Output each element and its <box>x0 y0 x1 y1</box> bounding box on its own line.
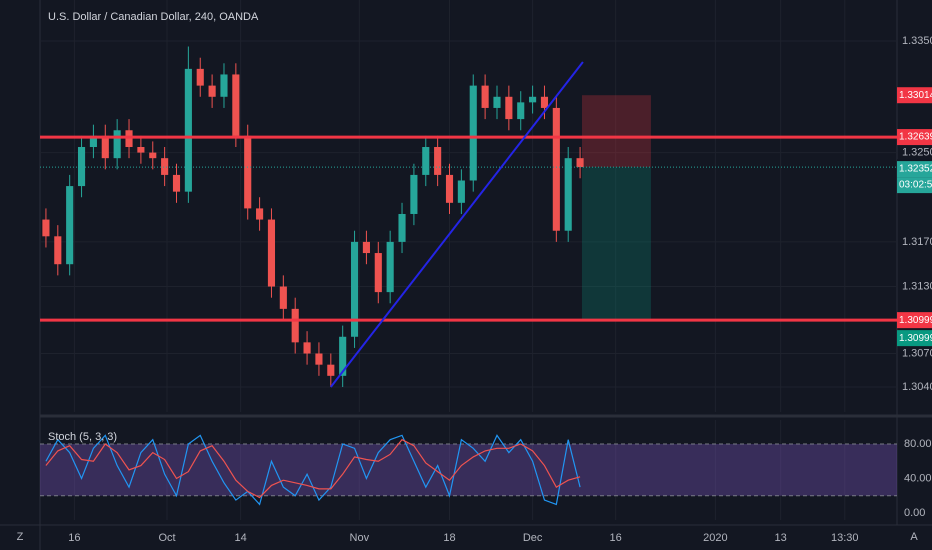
candle-body <box>362 241 370 254</box>
candle-body <box>398 213 406 242</box>
candle-body <box>66 186 74 265</box>
candle-body <box>137 147 145 153</box>
candle-body <box>196 68 204 86</box>
candle-body <box>564 158 572 231</box>
candle-body <box>457 180 465 203</box>
stoch-line <box>45 438 581 499</box>
marks <box>40 46 897 506</box>
y-tick-label: 1.30400 <box>902 381 932 393</box>
candle-body <box>386 241 394 293</box>
candle-body <box>291 308 299 343</box>
candle-body <box>101 135 109 159</box>
candle-body <box>113 130 121 159</box>
candle-body <box>517 102 525 120</box>
candle-body <box>42 219 50 237</box>
candle-body <box>410 174 418 214</box>
x-tick-label: 13 <box>775 532 787 544</box>
trendline <box>330 61 584 388</box>
candle-body <box>469 85 477 181</box>
candle-body <box>434 147 442 175</box>
candle-body <box>315 353 323 365</box>
candle-body <box>422 147 430 175</box>
candle-body <box>208 85 216 97</box>
auto-scale-button[interactable]: A <box>910 531 918 543</box>
target-zone <box>581 167 651 321</box>
candle-body <box>481 85 489 108</box>
candle-body <box>552 107 560 231</box>
candle-body <box>374 253 382 293</box>
price-marker <box>897 87 932 104</box>
candle-body <box>576 158 584 168</box>
x-tick-label: 14 <box>234 532 246 544</box>
price-marker-label: 1.30999 <box>899 333 932 344</box>
y-tick-label: 1.31300 <box>902 280 932 292</box>
candle-body <box>244 135 252 209</box>
y-tick-label: 1.32500 <box>902 146 932 158</box>
candle-body <box>540 96 549 108</box>
price-marker-label: 1.33014 <box>899 90 932 101</box>
price-marker-label: 1.32352 <box>899 164 932 175</box>
candle-body <box>303 342 311 354</box>
candle-body <box>350 241 359 337</box>
candle-body <box>149 152 157 159</box>
stop-zone <box>581 95 651 168</box>
candle-body <box>77 147 86 187</box>
x-tick-label: Dec <box>523 532 543 544</box>
candle-body <box>125 130 133 148</box>
candle-body <box>445 174 454 203</box>
price-marker <box>897 161 932 178</box>
x-tick-label: Oct <box>158 532 175 544</box>
candle-body <box>327 364 335 376</box>
candle-body <box>172 174 181 192</box>
price-marker-label: 1.32639 <box>899 132 932 143</box>
candle-body <box>529 96 537 103</box>
candle-body <box>256 208 264 220</box>
price-marker <box>897 330 932 347</box>
axes: 16 Oct 14 Nov 18 Dec 16 2020 13 13:30 1.33500 1.325… <box>68 35 932 544</box>
candle-body <box>267 219 276 287</box>
x-tick-label: Nov <box>350 532 370 544</box>
candle-body <box>161 158 169 175</box>
candle-body <box>339 336 347 376</box>
y-tick-label: 1.31700 <box>902 236 932 248</box>
price-marker-label: 1.30999 <box>899 315 932 326</box>
indicator-label[interactable]: Stoch (5, 3, 3) <box>48 431 117 443</box>
x-tick-label: 16 <box>610 532 622 544</box>
y-tick-label: 0.00 <box>904 507 925 519</box>
candle-body <box>279 286 287 309</box>
candle-body <box>184 68 192 192</box>
y-tick-label: 40.00 <box>904 472 932 484</box>
x-tick-label: 18 <box>443 532 455 544</box>
chart-title: U.S. Dollar / Canadian Dollar, 240, OAND… <box>48 11 259 23</box>
price-marker <box>897 312 932 329</box>
stoch-band <box>40 443 897 496</box>
y-tick-label: 1.33500 <box>902 35 932 47</box>
candle-body <box>54 236 62 265</box>
x-tick-label: 13:30 <box>831 532 859 544</box>
y-tick-label: 80.00 <box>904 438 932 450</box>
price-marker <box>897 129 932 146</box>
y-tick-label: 1.30700 <box>902 347 932 359</box>
candle-body <box>505 96 513 120</box>
candle-body <box>493 96 501 108</box>
x-tick-label: 16 <box>68 532 80 544</box>
candle-body <box>232 74 240 136</box>
x-tick-label: 2020 <box>703 532 727 544</box>
countdown-label: 03:02:50 <box>899 180 932 191</box>
countdown-marker <box>897 177 932 194</box>
candle-body <box>220 74 228 97</box>
left-icon[interactable]: Z <box>17 531 24 543</box>
candle-body <box>89 135 97 148</box>
